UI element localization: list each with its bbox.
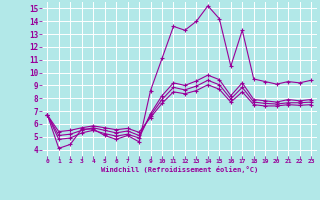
- X-axis label: Windchill (Refroidissement éolien,°C): Windchill (Refroidissement éolien,°C): [100, 166, 258, 173]
